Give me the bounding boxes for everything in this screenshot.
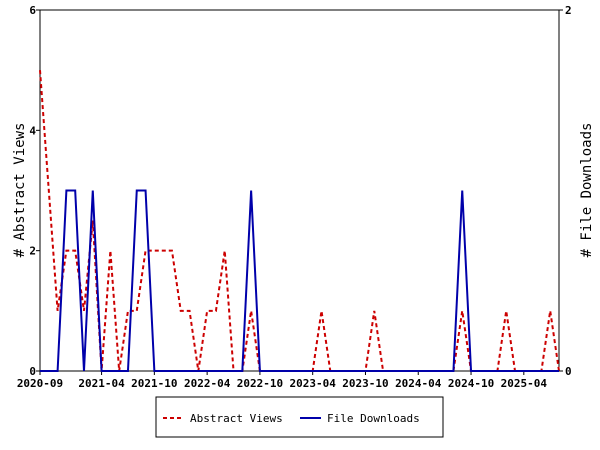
- x-tick-label: 2025-04: [501, 377, 548, 390]
- x-tick-label: 2024-10: [448, 377, 494, 390]
- series-line: [40, 189, 559, 372]
- plot-frame: [39, 9, 560, 372]
- legend-label: File Downloads: [327, 412, 420, 425]
- series-line: [39, 70, 560, 372]
- x-tick-label: 2022-04: [184, 377, 231, 390]
- y2-tick-label: 2: [565, 4, 572, 17]
- y-tick-label: 6: [29, 4, 36, 17]
- y-tick-label: 0: [29, 365, 36, 378]
- x-tick-label: 2022-10: [237, 377, 283, 390]
- x-tick-label: 2021-10: [131, 377, 177, 390]
- x-tick-label: 2023-10: [342, 377, 388, 390]
- legend-label: Abstract Views: [190, 412, 283, 425]
- y-tick-label: 4: [29, 124, 36, 137]
- x-tick-label: 2021-04: [78, 377, 125, 390]
- legend: [155, 396, 444, 438]
- y2-tick-label: 0: [565, 365, 572, 378]
- x-tick-label: 2020-09: [17, 377, 63, 390]
- y-tick-label: 2: [29, 245, 36, 258]
- y2-axis-title: # File Downloads: [579, 123, 595, 258]
- x-tick-label: 2023-04: [290, 377, 337, 390]
- y-axis-title: # Abstract Views: [12, 123, 28, 258]
- x-tick-label: 2024-04: [395, 377, 442, 390]
